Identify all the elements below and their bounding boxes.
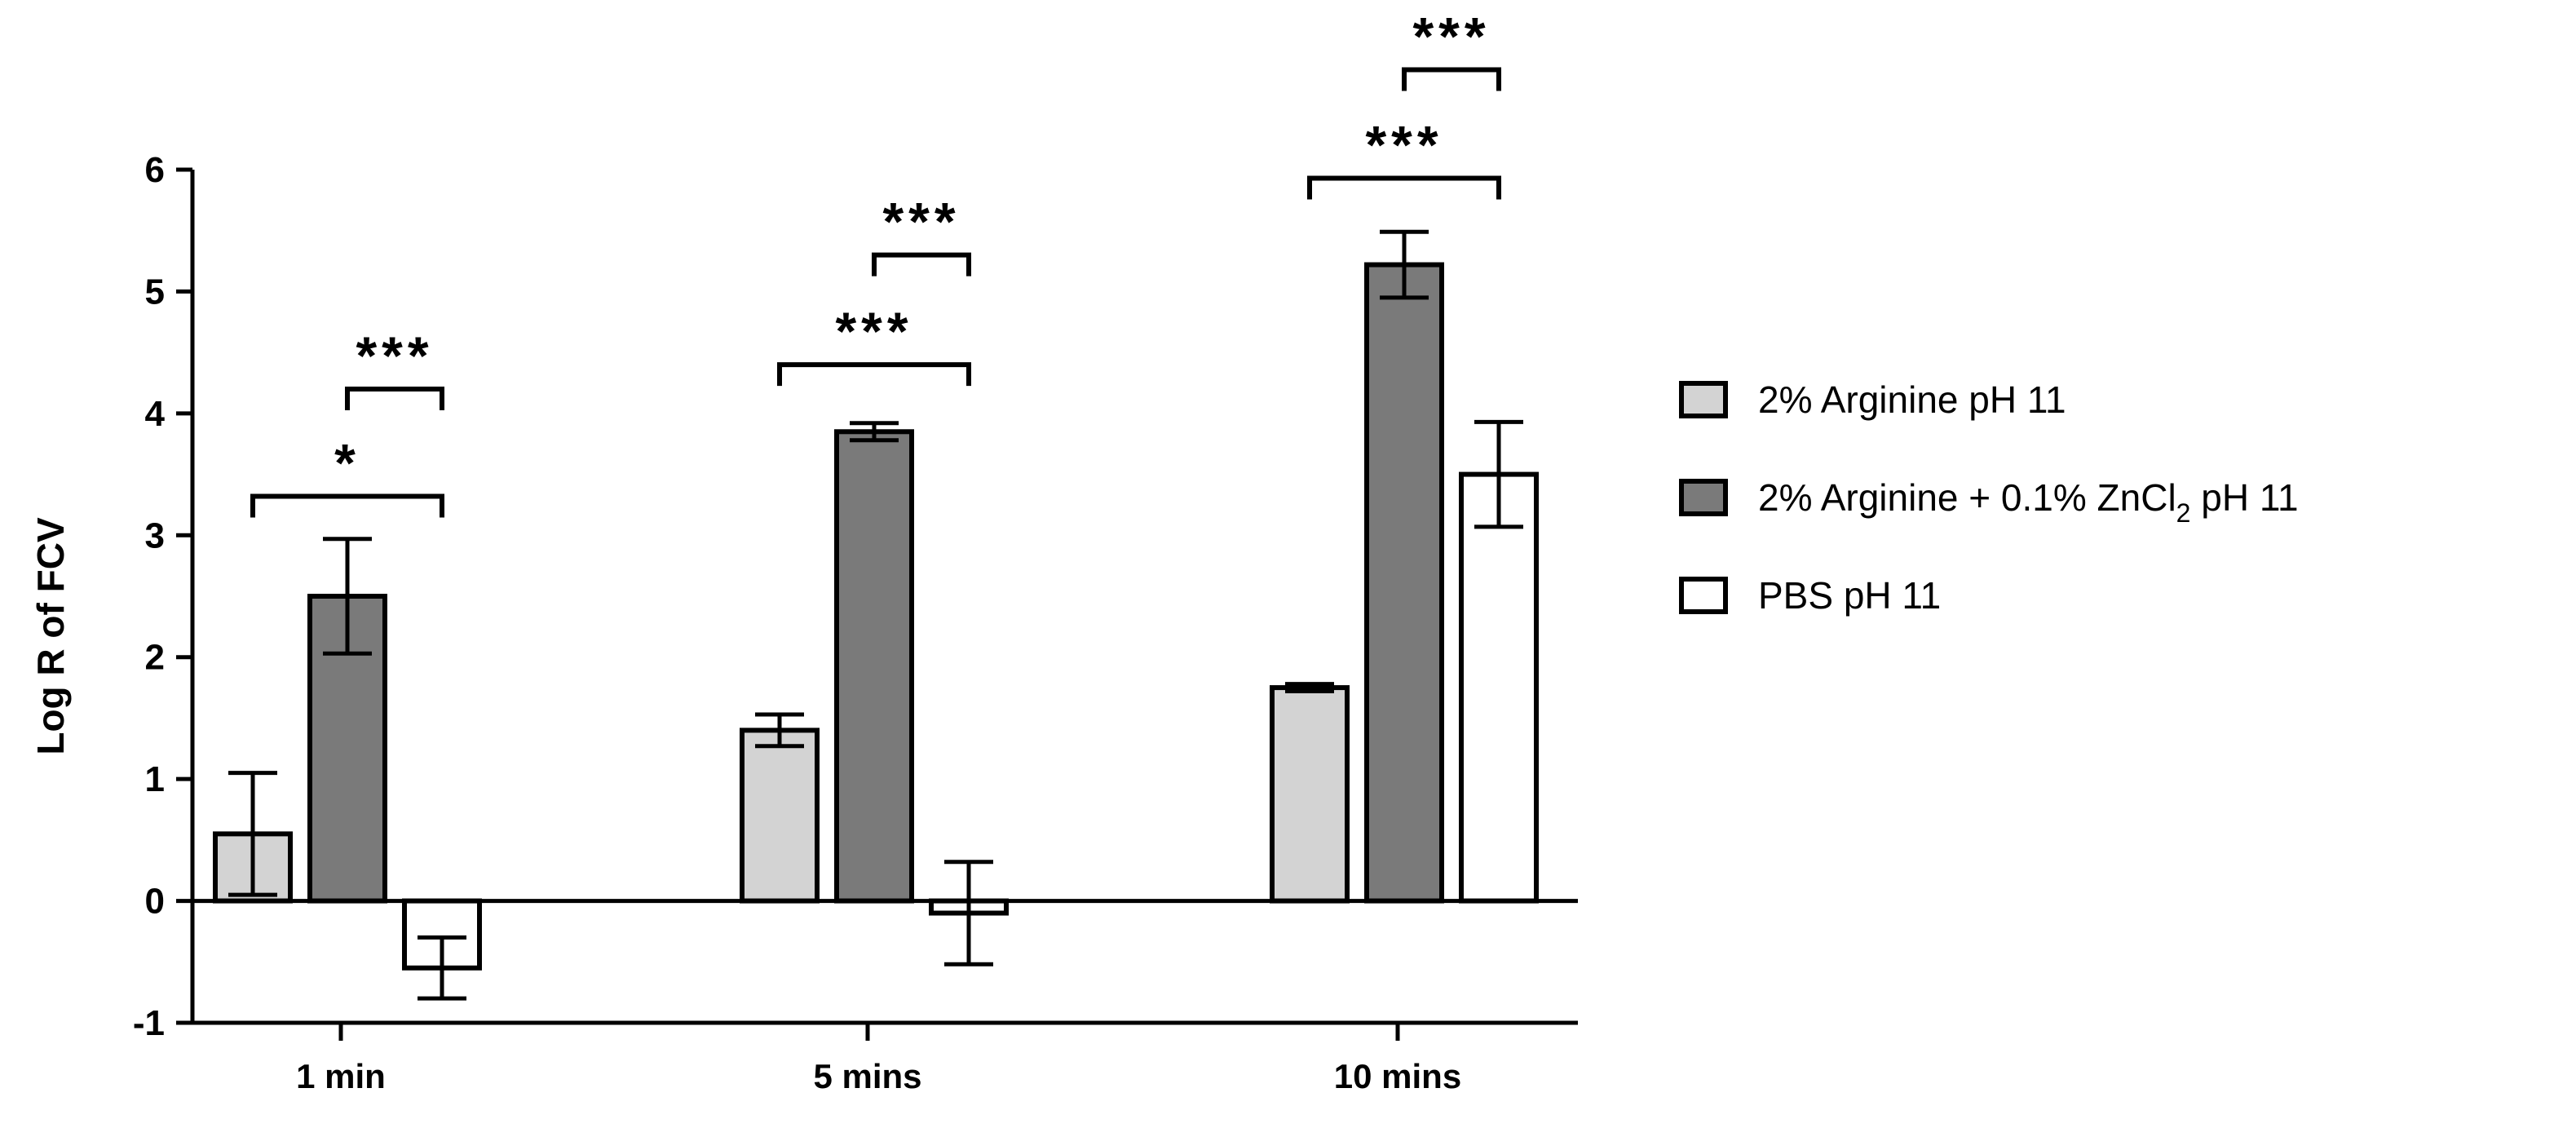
significance-bracket: *** [1307,114,1501,200]
bar [1459,471,1539,904]
significance-label: *** [356,325,433,386]
x-tick-label: 1 min [296,1057,386,1095]
y-tick-label: 3 [145,515,165,555]
significance-bracket: * [250,432,444,518]
legend-label: PBS pH 11 [1758,574,1941,617]
significance-bracket: *** [777,301,971,387]
y-tick-label: 4 [145,394,166,434]
legend-item: 2% Arginine + 0.1% ZnCl2 pH 11 [1679,476,2299,528]
error-bar [1285,682,1334,694]
y-tick-label: 1 [145,759,165,799]
x-axis-ticks: 1 min 5 mins 10 mins [296,1023,1461,1095]
y-tick-label: 0 [145,882,165,922]
bar [740,728,820,904]
x-tick-label: 5 mins [813,1057,921,1095]
significance-label: *** [1365,114,1443,175]
y-tick-label: 6 [145,150,165,190]
legend-label: 2% Arginine + 0.1% ZnCl2 pH 11 [1758,476,2299,528]
significance-label: *** [835,301,912,361]
legend-swatch [1679,479,1728,516]
legend-item: PBS pH 11 [1679,574,1941,617]
error-bar [323,537,372,656]
legend-item: 2% Arginine pH 11 [1679,378,2066,421]
bar [834,429,914,904]
y-tick-label: -1 [133,1003,165,1043]
significance-bracket: *** [345,325,444,410]
significance-label: *** [1412,6,1490,66]
bar [1270,685,1350,904]
bar [1364,262,1444,904]
error-bar [850,421,899,443]
y-axis-label: Log R of FCV [29,517,72,755]
y-tick-label: 5 [145,272,165,312]
error-bar [228,771,277,897]
y-tick-label: 2 [145,638,165,678]
significance-label: *** [882,192,960,252]
legend-swatch [1679,381,1728,418]
error-bar [1474,419,1523,529]
error-bar [755,712,804,749]
y-axis-ticks: -1 0 1 2 3 4 5 6 [133,150,192,1043]
error-bar [944,860,993,967]
significance-bracket: *** [1402,6,1501,91]
error-bar [1380,229,1429,300]
x-tick-label: 10 mins [1334,1057,1461,1095]
legend: 2% Arginine pH 11 2% Arginine + 0.1% ZnCl… [1679,378,2299,617]
error-bars [228,229,1523,1001]
significance-label: * [334,432,360,493]
significance-annotations: **** ************ [250,6,1501,518]
legend-label: 2% Arginine pH 11 [1758,378,2066,421]
significance-bracket: *** [872,192,971,276]
legend-swatch [1679,577,1728,614]
error-bar [418,935,466,1001]
